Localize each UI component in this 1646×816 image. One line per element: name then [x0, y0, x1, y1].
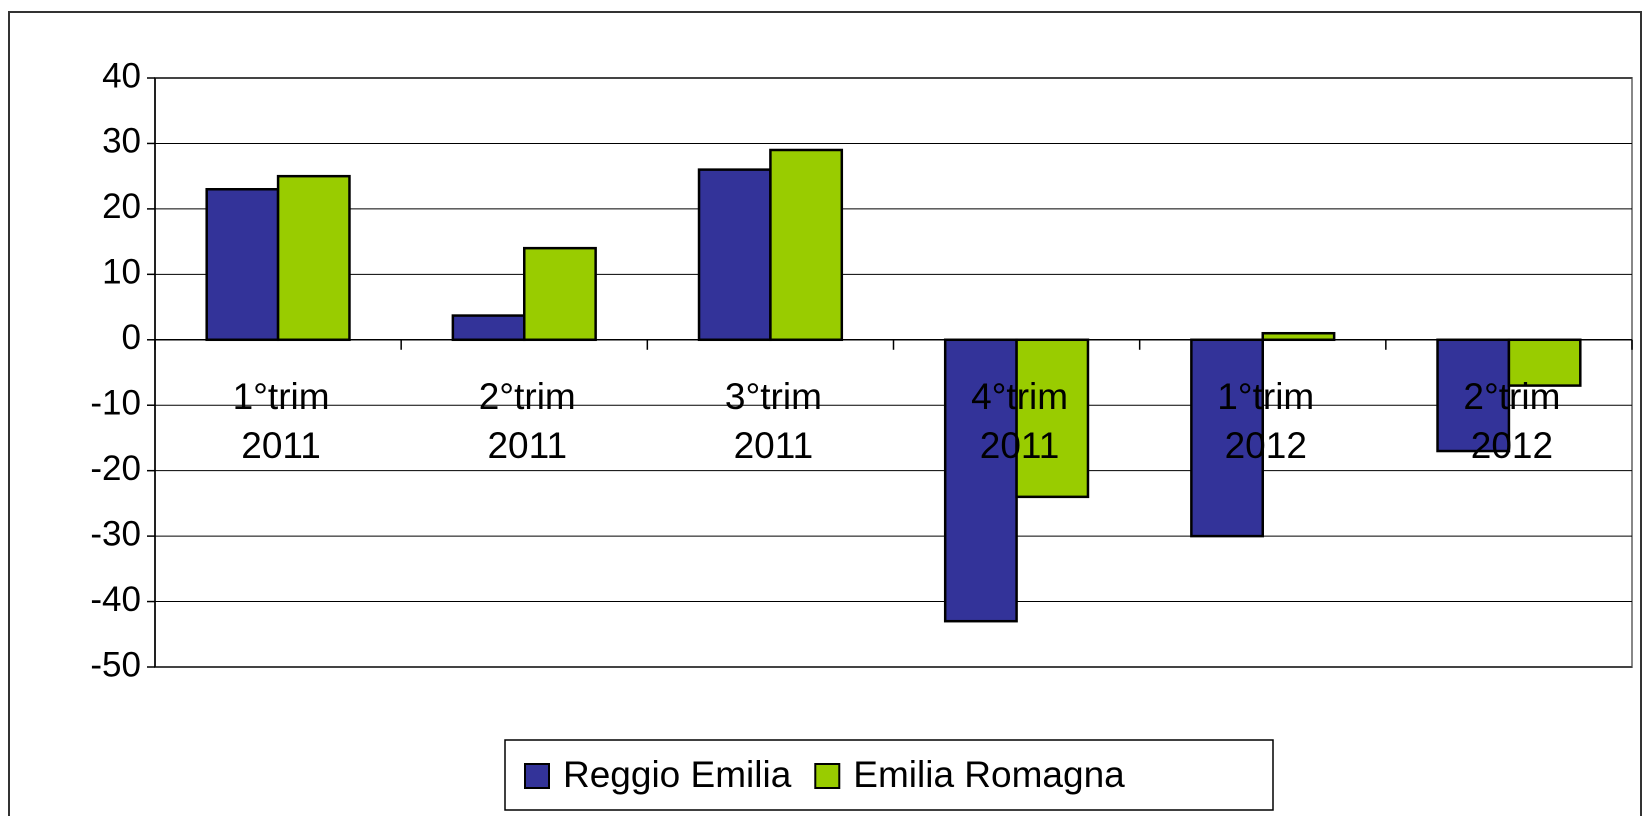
bar: [697, 168, 772, 342]
bar: [943, 338, 1018, 623]
y-tick-label: 40: [102, 56, 141, 95]
y-tick-label: 10: [102, 253, 141, 292]
x-tick-label: 2°trim 2011: [478, 376, 576, 466]
y-tick-label: 30: [102, 122, 141, 161]
x-tick-label: 1°trim 2012: [1217, 376, 1315, 466]
bar: [276, 174, 351, 342]
y-tick-label: 0: [122, 318, 141, 357]
legend: [504, 739, 1274, 811]
bar: [451, 314, 526, 342]
x-tick-label: 3°trim 2011: [724, 376, 822, 466]
bar: [523, 246, 597, 342]
bar: [1190, 338, 1265, 538]
legend-swatch: [814, 763, 841, 789]
y-tick-label: 20: [102, 187, 141, 226]
x-tick-label: 4°trim 2011: [971, 376, 1069, 466]
x-tick-label: 2°trim 2012: [1463, 376, 1561, 466]
legend-swatch: [524, 763, 550, 789]
bar: [1436, 338, 1511, 453]
bar: [769, 148, 844, 342]
bar: [1015, 338, 1090, 499]
legend-label: Emilia Romagna: [853, 754, 1125, 795]
x-tick-label: 1°trim 2011: [232, 376, 330, 466]
y-tick-label: -30: [90, 514, 141, 553]
bar: [205, 188, 280, 342]
y-tick-label: -20: [90, 449, 141, 488]
legend-label: Reggio Emilia: [563, 754, 792, 795]
bar: [1261, 331, 1336, 342]
bar: [1507, 338, 1582, 387]
chart-border: [8, 11, 1642, 816]
y-tick-label: -10: [90, 383, 141, 422]
y-tick-label: -40: [90, 580, 141, 619]
y-tick-label: -50: [90, 645, 141, 684]
